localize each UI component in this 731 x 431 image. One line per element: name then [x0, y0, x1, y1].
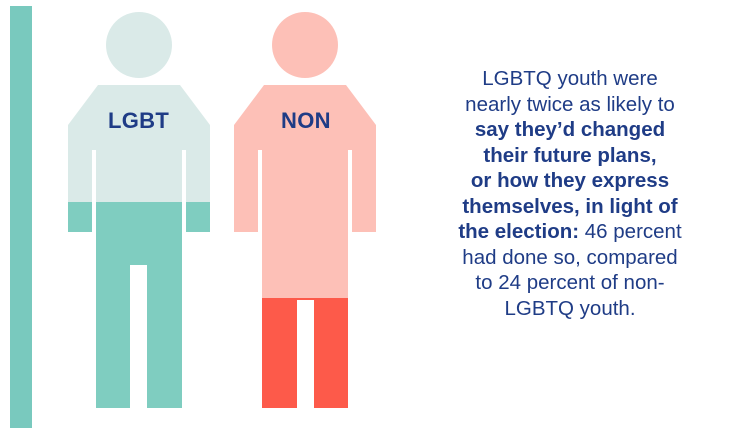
caption-line: had done so, compared: [462, 245, 678, 269]
non-body-lower: [262, 298, 348, 408]
non-head: [272, 12, 338, 78]
lgbt-body-upper: [68, 85, 210, 202]
caption-bold-line: say they’d changed: [474, 118, 666, 141]
lgbt-label: LGBT: [108, 108, 170, 133]
non-body-upper: [234, 85, 376, 298]
caption-line: to 24 percent of non-: [475, 271, 665, 294]
lgbt-head: [106, 12, 172, 78]
lgbt-body-lower: [68, 202, 210, 408]
caption-bold-line: themselves, in light of: [462, 194, 678, 218]
caption-line: nearly twice as likely to: [465, 92, 675, 116]
caption-text: LGBTQ youth were nearly twice as likely …: [420, 66, 720, 321]
non-label: NON: [281, 108, 331, 133]
caption-line: 46 percent: [579, 220, 682, 243]
caption-line: LGBTQ youth were: [482, 67, 658, 90]
caption-bold-line: or how they express: [470, 169, 670, 192]
caption-bold-line: the election:: [458, 220, 580, 243]
accent-side-bar: [10, 6, 32, 428]
caption-line: LGBTQ youth.: [504, 296, 636, 320]
caption-bold-line: their future plans,: [483, 143, 657, 167]
